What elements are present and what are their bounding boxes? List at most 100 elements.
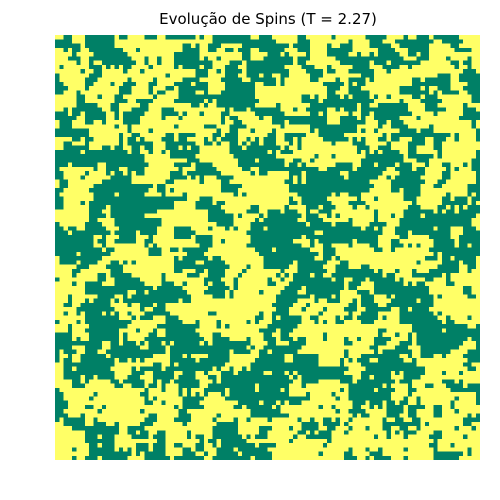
spin-down-cell-run bbox=[114, 281, 145, 286]
spin-down-cell-run bbox=[195, 69, 208, 74]
spin-down-cell-run bbox=[305, 179, 370, 184]
spin-down-cell-run bbox=[327, 426, 336, 431]
spin-down-cell-run bbox=[110, 213, 145, 218]
spin-down-cell-run bbox=[280, 77, 285, 82]
spin-down-cell-run bbox=[310, 124, 357, 129]
spin-down-cell-run bbox=[301, 64, 315, 69]
spin-down-cell-run bbox=[123, 379, 145, 384]
spin-down-cell-run bbox=[475, 192, 480, 197]
spin-down-cell-run bbox=[280, 336, 293, 341]
spin-down-cell-run bbox=[301, 421, 319, 426]
spin-down-cell-run bbox=[390, 124, 408, 129]
spin-down-cell-run bbox=[182, 281, 187, 286]
spin-down-cell-run bbox=[84, 430, 119, 435]
spin-down-cell-run bbox=[352, 298, 357, 303]
spin-down-cell-run bbox=[433, 438, 438, 443]
spin-down-cell-run bbox=[182, 421, 187, 426]
spin-down-cell-run bbox=[471, 336, 480, 341]
spin-down-cell-run bbox=[157, 302, 166, 307]
spin-down-cell-run bbox=[106, 64, 111, 69]
spin-down-cell-run bbox=[344, 107, 357, 112]
spin-down-cell-run bbox=[186, 387, 191, 392]
spin-down-cell-run bbox=[203, 141, 213, 146]
spin-down-cell-run bbox=[433, 447, 438, 452]
spin-down-cell-run bbox=[63, 35, 72, 40]
spin-down-cell-run bbox=[148, 413, 157, 418]
spin-down-cell-run bbox=[114, 94, 123, 99]
spin-down-cell-run bbox=[203, 260, 225, 265]
spin-down-cell-run bbox=[365, 426, 370, 431]
spin-down-cell-run bbox=[174, 256, 179, 261]
spin-down-cell-run bbox=[182, 396, 204, 401]
spin-down-cell-run bbox=[89, 188, 149, 193]
spin-down-cell-run bbox=[361, 413, 370, 418]
spin-down-cell-run bbox=[144, 145, 153, 150]
spin-down-cell-run bbox=[293, 375, 298, 380]
spin-down-cell-run bbox=[63, 47, 68, 52]
spin-down-cell-run bbox=[254, 434, 268, 439]
spin-down-cell-run bbox=[233, 349, 251, 354]
spin-down-cell-run bbox=[84, 404, 94, 409]
spin-down-cell-run bbox=[271, 302, 293, 307]
spin-down-cell-run bbox=[114, 124, 119, 129]
spin-down-cell-run bbox=[271, 319, 302, 324]
spin-down-cell-run bbox=[348, 90, 370, 95]
spin-down-cell-run bbox=[403, 434, 408, 439]
spin-down-cell-run bbox=[148, 341, 162, 346]
spin-down-cell-run bbox=[259, 311, 264, 316]
spin-down-cell-run bbox=[127, 124, 132, 129]
spin-down-cell-run bbox=[280, 328, 293, 333]
spin-down-cell-run bbox=[412, 230, 451, 235]
spin-down-cell-run bbox=[216, 141, 221, 146]
spin-down-cell-run bbox=[233, 107, 247, 112]
spin-down-cell-run bbox=[123, 111, 145, 116]
spin-down-cell-run bbox=[84, 171, 89, 176]
spin-down-cell-run bbox=[403, 447, 408, 452]
spin-down-cell-run bbox=[174, 404, 179, 409]
spin-down-cell-run bbox=[386, 383, 391, 388]
spin-down-cell-run bbox=[67, 324, 72, 329]
spin-down-cell-run bbox=[80, 69, 85, 74]
spin-down-cell-run bbox=[412, 324, 468, 329]
spin-down-cell-run bbox=[284, 137, 293, 142]
spin-down-cell-run bbox=[356, 145, 370, 150]
spin-down-cell-run bbox=[165, 141, 196, 146]
spin-down-cell-run bbox=[127, 426, 145, 431]
spin-down-cell-run bbox=[361, 375, 370, 380]
spin-down-cell-run bbox=[284, 285, 302, 290]
spin-down-cell-run bbox=[395, 417, 404, 422]
spin-down-cell-run bbox=[454, 64, 459, 69]
spin-down-cell-run bbox=[208, 375, 217, 380]
spin-down-cell-run bbox=[390, 60, 421, 65]
spin-down-cell-run bbox=[463, 417, 480, 422]
spin-down-cell-run bbox=[361, 115, 366, 120]
spin-down-cell-run bbox=[263, 217, 298, 222]
spin-down-cell-run bbox=[288, 438, 293, 443]
spin-down-cell-run bbox=[55, 353, 60, 358]
spin-down-cell-run bbox=[467, 268, 472, 273]
spin-down-cell-run bbox=[220, 438, 247, 443]
spin-down-cell-run bbox=[327, 64, 332, 69]
spin-down-cell-run bbox=[475, 341, 480, 346]
spin-down-cell-run bbox=[237, 447, 268, 452]
spin-down-cell-run bbox=[348, 200, 366, 205]
spin-down-cell-run bbox=[178, 413, 191, 418]
spin-down-cell-run bbox=[433, 145, 442, 150]
spin-down-cell-run bbox=[131, 434, 149, 439]
spin-down-cell-run bbox=[237, 400, 259, 405]
spin-down-cell-run bbox=[446, 281, 455, 286]
spin-down-cell-run bbox=[475, 137, 480, 142]
spin-down-cell-run bbox=[395, 332, 400, 337]
spin-down-cell-run bbox=[208, 213, 234, 218]
spin-down-cell-run bbox=[382, 417, 387, 422]
spin-down-cell-run bbox=[297, 264, 323, 269]
spin-down-cell-run bbox=[322, 319, 327, 324]
spin-down-cell-run bbox=[157, 285, 183, 290]
spin-down-cell-run bbox=[242, 268, 247, 273]
spin-down-cell-run bbox=[267, 341, 276, 346]
chart-title: Evolução de Spins (T = 2.27) bbox=[159, 10, 377, 28]
spin-down-cell-run bbox=[89, 447, 115, 452]
spin-down-cell-run bbox=[63, 311, 68, 316]
spin-down-cell-run bbox=[110, 345, 140, 350]
spin-down-cell-run bbox=[246, 319, 251, 324]
